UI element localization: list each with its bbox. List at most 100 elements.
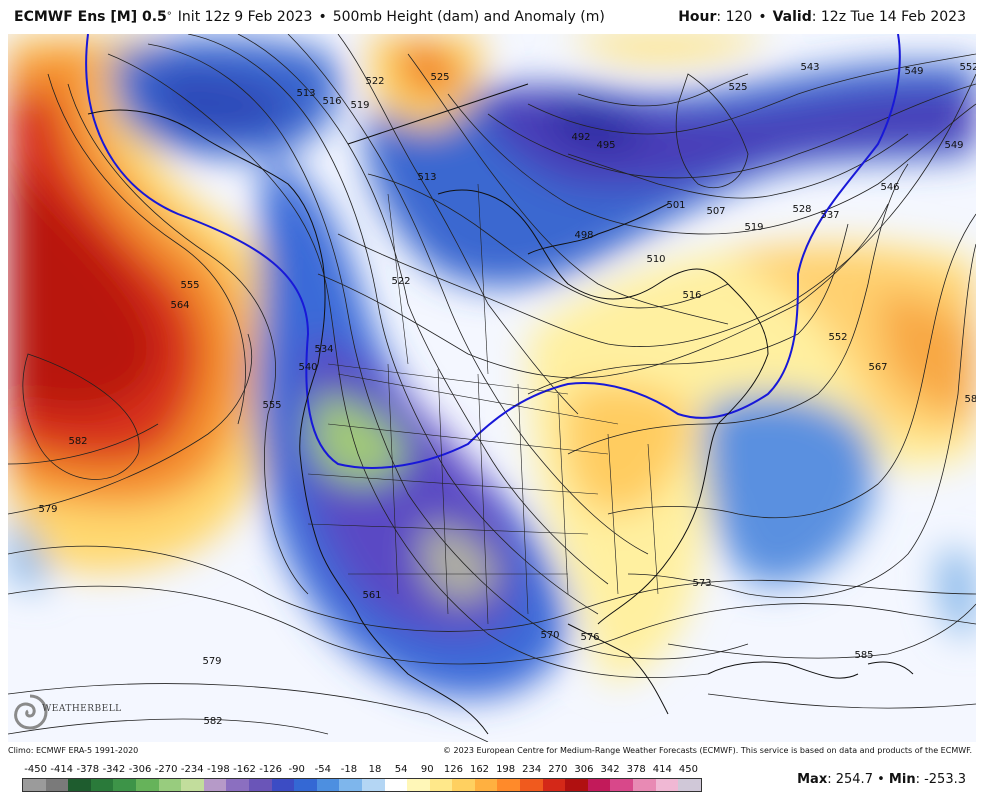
logo-swirl-icon [14,694,48,730]
map-panel: 513 516 519 522 525 492 495 498 501 507 510 513 516 5… [8,34,976,742]
init-time: Init 12z 9 Feb 2023 [177,9,313,25]
legend-tick-label: 162 [469,764,490,775]
contour-label: 579 [202,656,221,667]
model-name: ECMWF Ens [M] 0.5 [14,9,167,25]
legend-tick-label: 54 [394,764,408,775]
contour-label: 507 [706,206,725,217]
valid-label: Valid [772,9,812,25]
contour-label: 573 [692,578,711,589]
contour-label: 582 [203,716,222,727]
contour-label: 576 [580,632,599,643]
contour-label: 570 [540,630,559,641]
max-min-readout: Max: 254.7 • Min: -253.3 [797,772,966,787]
max-value: : 254.7 [827,772,873,787]
contour-labels: 513 516 519 522 525 492 495 498 501 507 510 513 516 5… [38,62,976,727]
contour-label: 513 [296,88,315,99]
legend-tick-label: 90 [420,764,434,775]
legend-swatch [384,779,408,791]
legend-swatch [429,779,453,791]
legend-swatch [474,779,498,791]
contour-label: 525 [728,82,747,93]
contour-label: 510 [646,254,665,265]
header-left: ECMWF Ens [M] 0.5 ° Init 12z 9 Feb 2023 •… [14,9,605,25]
valid-value: : 12z Tue 14 Feb 2023 [811,9,966,25]
contour-label: 555 [180,280,199,291]
legend-swatch [248,779,272,791]
copyright-notice: © 2023 European Centre for Medium-Range … [443,746,972,755]
contour-label: 582 [68,436,87,447]
legend-tick-label: -306 [128,764,152,775]
legend-swatch [339,779,362,791]
contour-label: 555 [262,400,281,411]
legend-swatch [316,779,340,791]
contour-label: 567 [868,362,887,373]
contour-label: 519 [744,222,763,233]
legend-tick-label: 270 [548,764,568,775]
contour-label: 552 [959,62,976,73]
legend-tick-label: 234 [522,764,542,775]
legend-swatch [158,779,182,791]
legend-swatch [407,779,430,791]
contour-label: 492 [571,132,590,143]
legend-swatch [655,779,679,791]
legend-swatch [45,779,69,791]
legend-swatch [181,779,204,791]
legend-tick-label: -54 [314,764,331,775]
legend-tick-label: -270 [154,764,178,775]
legend-swatch [587,779,611,791]
legend-tick-label: 126 [443,764,463,775]
max-label: Max [797,772,828,787]
contour-label: 534 [314,344,333,355]
min-value: : -253.3 [915,772,966,787]
contour-label: 516 [682,290,701,301]
contour-label: 543 [800,62,819,73]
legend-swatch [678,779,701,791]
contour-label: 540 [298,362,317,373]
legend-swatch [68,779,91,791]
header-bar: ECMWF Ens [M] 0.5 ° Init 12z 9 Feb 2023 •… [0,0,984,34]
header-right: Hour: 120 • Valid: 12z Tue 14 Feb 2023 [678,9,966,25]
contour-label: 525 [430,72,449,83]
legend-swatch [203,779,227,791]
contour-label: 528 [792,204,811,215]
contour-label: 501 [666,200,685,211]
legend-swatch [520,779,543,791]
legend-color-bar [22,778,702,792]
maxmin-separator: • [877,772,885,787]
contour-label: 498 [574,230,593,241]
legend-tick-label: -90 [288,764,305,775]
contour-label: 522 [391,276,410,287]
contour-label: 549 [904,66,923,77]
contour-label: 546 [880,182,899,193]
contour-label: 561 [362,590,381,601]
contour-label: 564 [170,300,189,311]
legend-swatch [565,779,588,791]
legend-tick-label: -342 [102,764,126,775]
contour-label: 495 [596,140,615,151]
header-separator: • [318,9,327,25]
legend-tick-label: 378 [626,764,646,775]
legend-swatch [610,779,634,791]
product-name: 500mb Height (dam) and Anomaly (m) [332,9,605,25]
contour-label: 552 [828,332,847,343]
legend-swatch [497,779,521,791]
legend-swatch [23,779,46,791]
legend-swatch [361,779,385,791]
contour-label: 579 [38,504,57,515]
legend-tick-labels: -450 -414 -378 -342 -306 -270 -234 -198 -162 -126… [14,764,704,776]
legend-tick-label: 342 [600,764,620,775]
legend-swatch [271,779,295,791]
anomaly-shading [8,34,976,698]
legend-swatch [90,779,114,791]
contour-label: 513 [417,172,436,183]
legend-tick-label: -378 [76,764,100,775]
contour-label: 585 [854,650,873,661]
legend-tick-label: 306 [574,764,594,775]
weatherbell-logo: WEATHERBELL [10,692,121,736]
highlight-contours [85,34,901,469]
contour-label: 537 [820,210,839,221]
legend-swatch [135,779,159,791]
legend-tick-label: -414 [50,764,74,775]
height-contours [8,34,976,742]
contour-label: 585 [964,394,976,405]
